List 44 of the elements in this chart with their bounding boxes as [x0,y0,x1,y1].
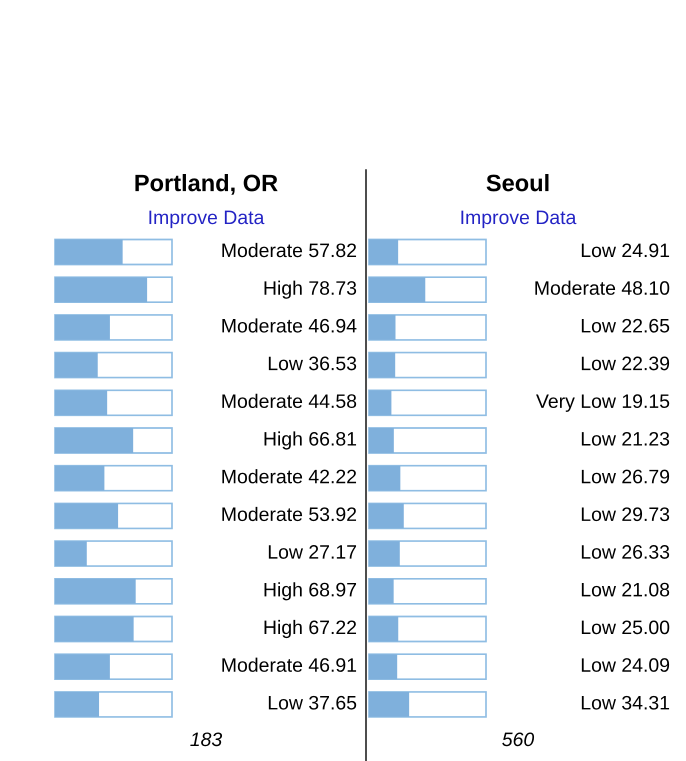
data-label: Low 37.65 [268,696,356,710]
data-label: Low 22.65 [582,318,670,333]
data-label: High 78.73 [264,280,356,299]
data-label: Low 25.00 [582,620,670,634]
chart-title: Portland, OR [135,174,278,195]
data-label: Low 36.53 [268,356,356,370]
bar [369,578,394,604]
bar [369,352,396,378]
data-label: Low 27.17 [268,545,356,559]
text: 183 [190,732,222,746]
data-label: Moderate 57.82 [222,242,356,258]
bar [369,654,398,680]
data-label: High 66.81 [264,431,356,450]
chart-subtitle: Improve Data [149,210,264,228]
data-label: High 68.97 [264,582,356,600]
data-label: Low 26.79 [582,470,670,484]
bar [55,541,87,566]
data-label: Low 21.08 [582,582,670,597]
bar [369,390,392,416]
data-label: Low 24.09 [582,658,670,672]
bar [369,616,398,642]
bar [369,428,394,453]
bar [369,240,398,264]
data-label: Low 26.33 [582,545,670,559]
data-label: Low 29.73 [582,507,670,522]
bar [369,541,400,566]
data-label: Moderate 53.92 [222,506,356,522]
data-label: Moderate 42.22 [222,469,356,484]
text: 560 [502,732,534,746]
data-label: Low 24.91 [582,243,670,258]
data-label: Moderate 46.94 [222,318,356,333]
data-label: Low 22.39 [582,356,670,370]
bar [369,503,404,528]
data-label: Low 21.23 [582,432,670,446]
data-label: Very Low 19.15 [536,394,670,412]
data-label: Moderate 48.10 [535,280,670,295]
data-label: Low 34.31 [582,696,670,710]
chart-title: Seoul [486,174,548,192]
data-label: Moderate 44.58 [222,394,356,408]
data-label: Moderate 46.91 [222,658,356,672]
bar [369,466,400,491]
bar [369,314,396,340]
chart-subtitle: Improve Data [461,210,576,228]
data-label: High 67.22 [264,620,356,638]
